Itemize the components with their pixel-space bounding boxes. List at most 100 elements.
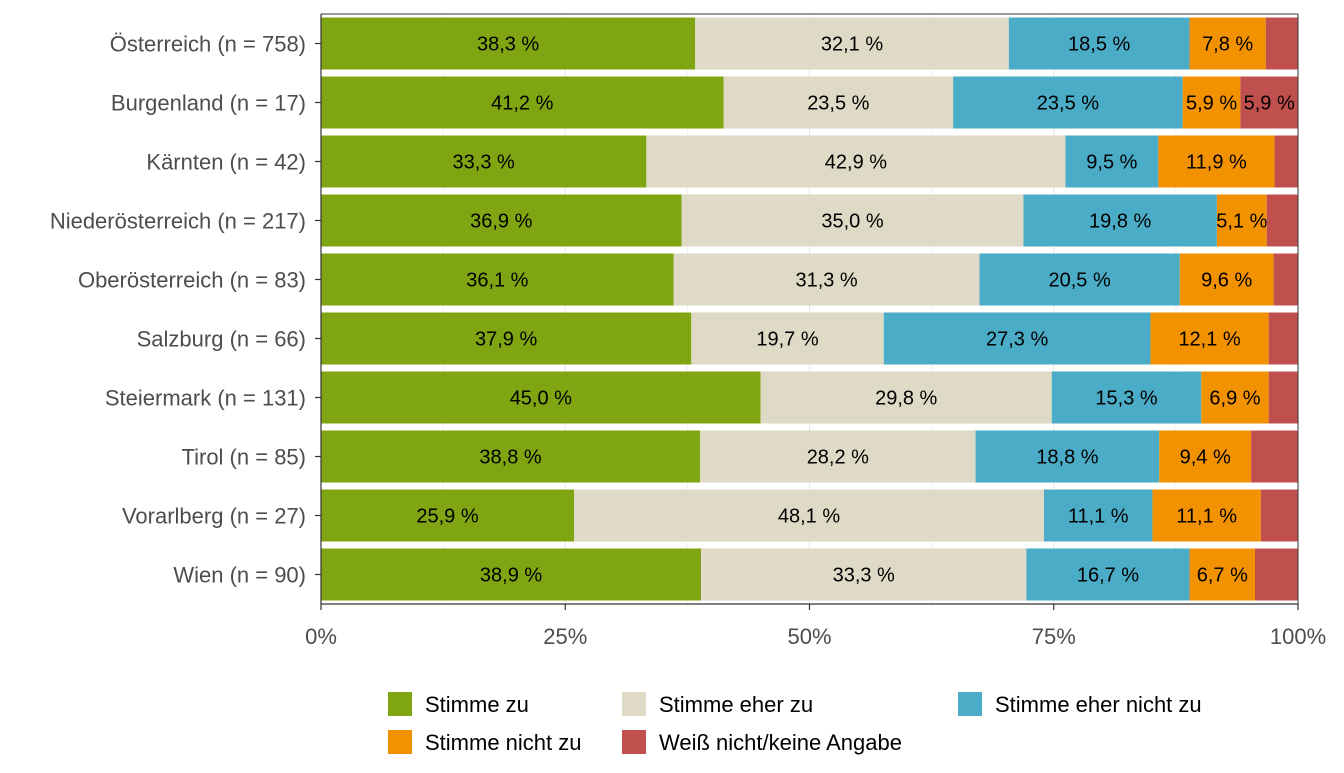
bar-value-label: 41,2 % [491, 93, 553, 115]
bar-value-label: 35,0 % [821, 211, 883, 233]
bar-value-label: 32,1 % [821, 34, 883, 56]
bar-segment [883, 312, 1151, 365]
bar-value-label: 11,1 % [1068, 506, 1129, 528]
bar-segment [321, 17, 696, 70]
bar-segment [1260, 489, 1298, 542]
bar-value-label: 23,5 % [1037, 93, 1099, 115]
bar-value-label: 29,8 % [875, 388, 937, 410]
bar-segment [1023, 194, 1217, 247]
bar-value-label: 16,7 % [1077, 565, 1139, 587]
legend-swatch [388, 692, 412, 716]
bar-value-label: 15,3 % [1095, 388, 1157, 410]
category-label: Oberösterreich (n = 83) [78, 268, 306, 293]
category-label: Steiermark (n = 131) [105, 386, 306, 411]
bar-value-label: 5,9 % [1186, 93, 1237, 115]
bar-segment [321, 489, 575, 542]
bar-segment [1216, 194, 1267, 247]
bar-segment [1268, 371, 1298, 424]
category-label: Niederösterreich (n = 217) [50, 209, 306, 234]
bar-value-label: 18,8 % [1036, 447, 1098, 469]
legend-label: Stimme eher nicht zu [995, 692, 1202, 717]
bar-value-label: 6,7 % [1197, 565, 1248, 587]
bar-segment [979, 253, 1180, 306]
bar-segment [574, 489, 1044, 542]
x-tick-label: 50% [787, 624, 831, 649]
x-tick-label: 100% [1270, 624, 1326, 649]
bar-segment [1255, 548, 1298, 601]
bar-value-label: 9,6 % [1201, 270, 1252, 292]
bar-value-label: 25,9 % [416, 506, 478, 528]
bar-segment [760, 371, 1052, 424]
bar-segment [321, 76, 724, 129]
bar-segment [1043, 489, 1153, 542]
bar-segment [701, 548, 1027, 601]
bar-value-label: 38,3 % [477, 34, 539, 56]
bar-segment [1150, 312, 1269, 365]
bar-segment [1266, 194, 1298, 247]
category-label: Salzburg (n = 66) [137, 327, 306, 352]
bar-value-label: 33,3 % [833, 565, 895, 587]
bar-segment [975, 430, 1160, 483]
bar-value-label: 36,1 % [466, 270, 528, 292]
bar-value-label: 38,8 % [479, 447, 541, 469]
bar-segment [646, 135, 1066, 188]
bar-segment [673, 253, 980, 306]
bar-segment [321, 548, 702, 601]
bar-value-label: 9,4 % [1180, 447, 1231, 469]
category-label: Burgenland (n = 17) [111, 91, 306, 116]
bar-value-label: 37,9 % [475, 329, 537, 351]
bar-value-label: 12,1 % [1178, 329, 1240, 351]
bar-value-label: 38,9 % [480, 565, 542, 587]
legend-swatch [622, 692, 646, 716]
bar-segment [321, 194, 682, 247]
bar-segment [1189, 548, 1256, 601]
bar-value-label: 5,1 % [1216, 211, 1267, 233]
bar-segment [723, 76, 954, 129]
bar-segment [1268, 312, 1298, 365]
bar-segment [1251, 430, 1298, 483]
bar-value-label: 19,7 % [756, 329, 818, 351]
bar-segment [681, 194, 1024, 247]
bar-value-label: 48,1 % [778, 506, 840, 528]
category-label: Österreich (n = 758) [110, 32, 306, 57]
bar-value-label: 18,5 % [1068, 34, 1130, 56]
bar-segment [1179, 253, 1274, 306]
bar-segment [1008, 17, 1190, 70]
x-tick-label: 0% [305, 624, 337, 649]
bar-value-label: 28,2 % [807, 447, 869, 469]
bar-segment [1201, 371, 1269, 424]
category-label: Wien (n = 90) [173, 563, 306, 588]
bar-segment [691, 312, 884, 365]
bar-segment [321, 430, 701, 483]
bar-value-label: 45,0 % [510, 388, 572, 410]
category-label: Vorarlberg (n = 27) [122, 504, 306, 529]
bar-value-label: 31,3 % [795, 270, 857, 292]
bar-segment [1051, 371, 1202, 424]
bar-segment [1152, 489, 1261, 542]
bar-value-label: 20,5 % [1049, 270, 1111, 292]
bar-value-label: 33,3 % [453, 152, 515, 174]
legend-label: Stimme eher zu [659, 692, 813, 717]
legend-swatch [958, 692, 982, 716]
bar-segment [1026, 548, 1190, 601]
bar-segment [695, 17, 1009, 70]
bar-segment [1159, 430, 1252, 483]
bar-value-label: 27,3 % [986, 329, 1048, 351]
bar-segment [1240, 76, 1298, 129]
legend-swatch [388, 730, 412, 754]
bar-segment [953, 76, 1183, 129]
bar-segment [321, 312, 692, 365]
bar-segment [700, 430, 976, 483]
bar-segment [1189, 17, 1266, 70]
bar-segment [1182, 76, 1241, 129]
legend-label: Stimme zu [425, 692, 529, 717]
bar-value-label: 19,8 % [1089, 211, 1151, 233]
bar-value-label: 11,9 % [1186, 152, 1247, 174]
bar-value-label: 42,9 % [825, 152, 887, 174]
x-tick-label: 25% [543, 624, 587, 649]
bar-segment [1273, 253, 1298, 306]
bar-value-label: 36,9 % [470, 211, 532, 233]
bar-segment [1265, 17, 1298, 70]
legend-label: Stimme nicht zu [425, 730, 582, 755]
